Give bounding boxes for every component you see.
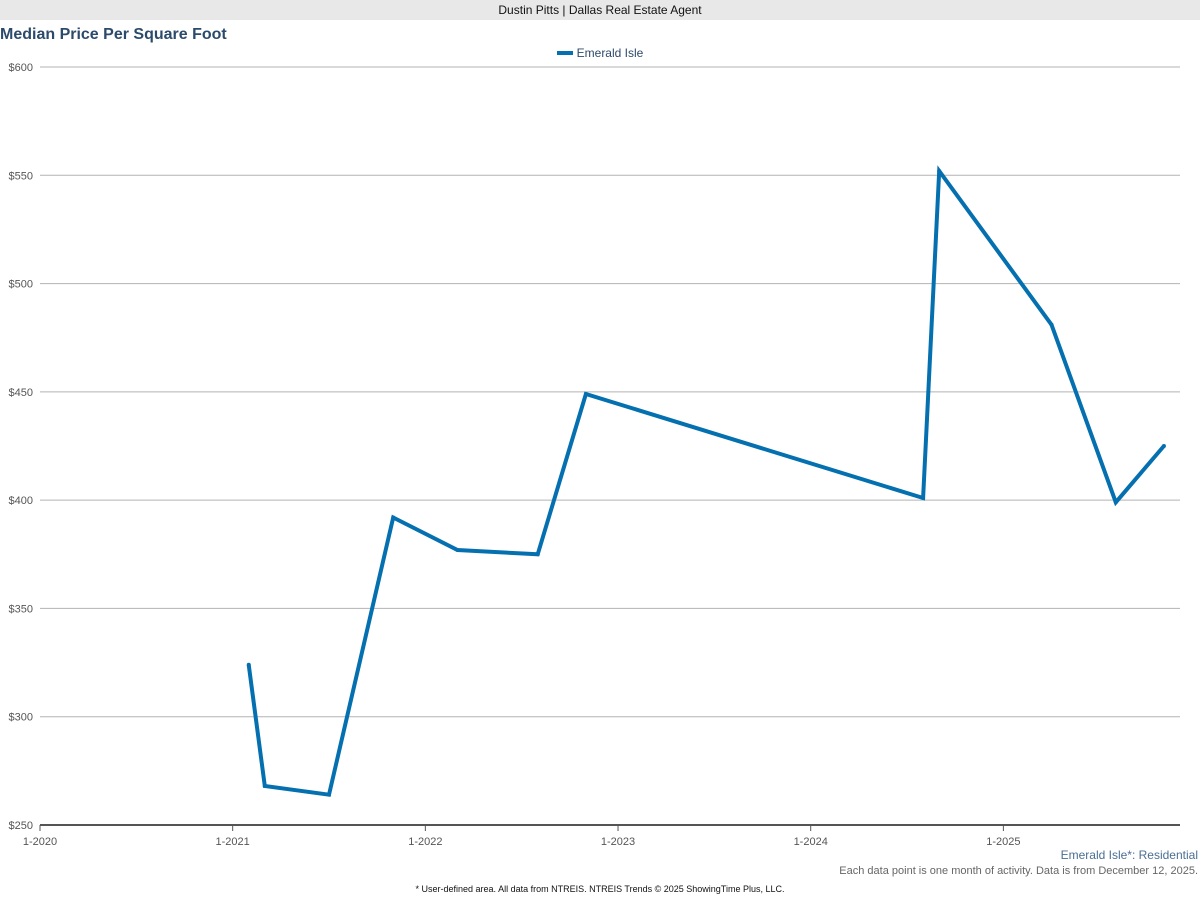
y-tick-label: $400 <box>9 495 33 507</box>
data-point[interactable] <box>583 392 588 397</box>
y-axis-ticks: $250 $300 $350 $400 $450 $500 $550 $600 <box>9 62 33 832</box>
data-point[interactable] <box>246 662 251 667</box>
y-tick-label: $300 <box>9 712 33 724</box>
data-point[interactable] <box>535 552 540 557</box>
legend-swatch-emerald-isle <box>556 50 573 55</box>
x-tick-label: 1-2020 <box>23 836 57 848</box>
data-credit: * User-defined area. All data from NTREI… <box>415 884 785 894</box>
x-tick-label: 1-2021 <box>216 836 250 848</box>
y-tick-label: $250 <box>9 820 33 832</box>
x-tick-label: 1-2024 <box>794 836 828 848</box>
data-point[interactable] <box>1161 444 1166 448</box>
x-tick-label: 1-2022 <box>408 836 442 848</box>
data-point[interactable] <box>455 547 460 552</box>
x-tick-label: 1-2025 <box>986 836 1020 848</box>
data-point[interactable] <box>391 515 396 520</box>
data-point[interactable] <box>1113 500 1118 505</box>
y-tick-label: $350 <box>9 603 33 615</box>
data-point[interactable] <box>921 495 926 500</box>
y-tick-label: $550 <box>9 170 33 182</box>
y-tick-label: $500 <box>9 279 33 291</box>
x-axis-ticks: 1-2020 1-2021 1-2022 1-2023 1-2024 1-2025 <box>23 825 1021 848</box>
data-point[interactable] <box>937 168 942 173</box>
data-point[interactable] <box>327 792 332 797</box>
data-point[interactable] <box>262 784 267 789</box>
data-point[interactable] <box>1049 322 1054 327</box>
data-note: Each data point is one month of activity… <box>839 865 1198 877</box>
area-label: Emerald Isle*: Residential <box>1060 848 1198 862</box>
y-tick-label: $600 <box>9 62 33 74</box>
chart-title: Median Price Per Square Foot <box>0 26 227 43</box>
series-lines <box>246 165 1166 797</box>
chart-legend[interactable]: Emerald Isle <box>0 46 1200 60</box>
legend-label-emerald-isle: Emerald Isle <box>576 46 644 60</box>
x-tick-label: 1-2023 <box>601 836 635 848</box>
grid-lines <box>40 66 1180 826</box>
y-tick-label: $450 <box>9 387 33 399</box>
series-line-emerald-isle[interactable] <box>246 165 1166 797</box>
report-banner: Dustin Pitts | Dallas Real Estate Agent <box>0 0 1200 20</box>
